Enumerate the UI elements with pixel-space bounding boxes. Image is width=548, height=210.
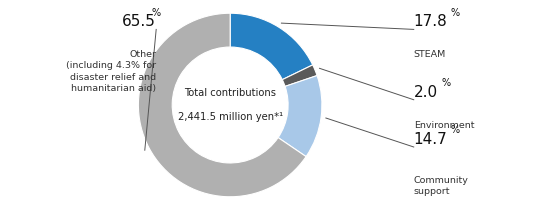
Text: 65.5: 65.5 bbox=[122, 14, 156, 29]
Wedge shape bbox=[282, 65, 317, 86]
Text: %: % bbox=[441, 78, 450, 88]
Text: Community
support: Community support bbox=[414, 176, 469, 197]
Wedge shape bbox=[139, 13, 306, 197]
Text: STEAM: STEAM bbox=[414, 50, 446, 59]
Text: %: % bbox=[450, 8, 460, 18]
Wedge shape bbox=[278, 76, 322, 157]
Text: 2.0: 2.0 bbox=[414, 85, 438, 100]
Wedge shape bbox=[230, 13, 313, 80]
Text: %: % bbox=[450, 125, 460, 135]
Text: 17.8: 17.8 bbox=[414, 14, 448, 29]
Text: 2,441.5 million yen*¹: 2,441.5 million yen*¹ bbox=[178, 112, 283, 122]
Text: Environment: Environment bbox=[414, 121, 474, 130]
Text: Total contributions: Total contributions bbox=[184, 88, 276, 98]
Text: %: % bbox=[152, 8, 161, 18]
Text: 14.7: 14.7 bbox=[414, 132, 448, 147]
Text: Other
(including 4.3% for
disaster relief and
humanitarian aid): Other (including 4.3% for disaster relie… bbox=[66, 50, 156, 93]
